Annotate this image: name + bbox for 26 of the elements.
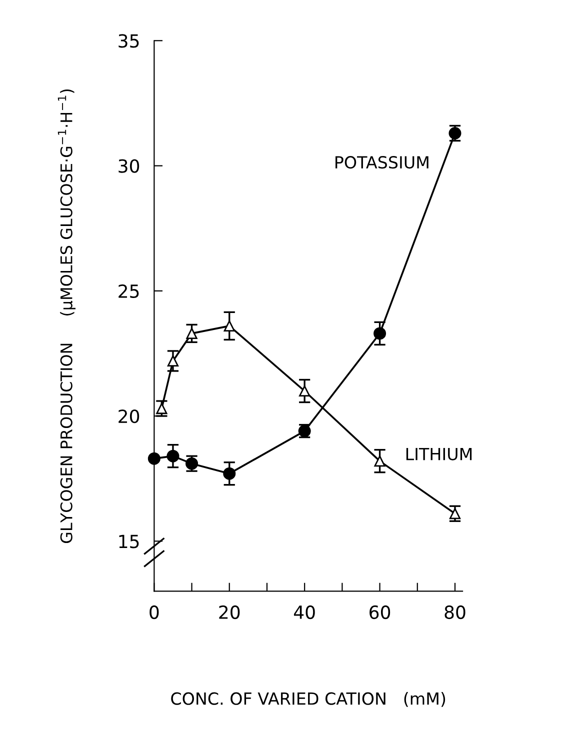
point — [374, 456, 386, 467]
point — [148, 452, 160, 465]
y-tick-label: 35 — [118, 34, 139, 48]
point — [299, 385, 310, 397]
point — [223, 467, 236, 480]
y-tick-label: 30 — [118, 159, 140, 173]
point — [166, 450, 180, 462]
x-tick-label: 40 — [294, 605, 315, 620]
point — [374, 327, 386, 340]
x-tick-label: 20 — [219, 605, 240, 620]
point — [156, 402, 168, 414]
series-label: POTASSIUM — [336, 156, 428, 169]
point — [449, 508, 461, 520]
y-tick-label: 20 — [118, 409, 140, 424]
y-axis-title: GLYCOGEN PRODUCTION (μMOLES GLUCOSE·G$^{−1}$·H$^{−1}$) — [58, 89, 76, 544]
x-axis-title: CONC. OF VARIED CATION (mM) — [171, 692, 446, 707]
x-tick-label: 60 — [370, 605, 390, 620]
point — [186, 328, 198, 339]
y-tick-label: 25 — [118, 284, 139, 298]
point — [224, 320, 235, 332]
x-tick-label: 0 — [150, 605, 159, 620]
point — [448, 126, 462, 140]
x-tick-label: 80 — [444, 605, 466, 620]
y-tick-label: 15 — [119, 534, 139, 548]
series-label: LITHIUM — [406, 448, 472, 460]
point — [167, 355, 179, 367]
